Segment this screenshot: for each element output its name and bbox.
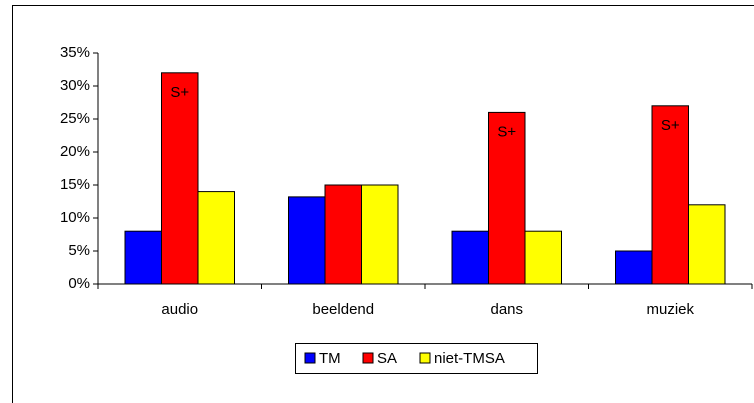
y-tick-label: 25%	[60, 110, 90, 127]
y-tick-label: 35%	[60, 44, 90, 61]
legend-swatch	[304, 352, 316, 364]
legend-label: SA	[377, 350, 397, 367]
legend-label: niet-TMSA	[434, 350, 505, 367]
legend-swatch	[362, 352, 374, 364]
bar	[124, 230, 162, 285]
y-tick-label: 0%	[68, 275, 90, 292]
bar	[488, 111, 526, 285]
y-tick-label: 10%	[60, 209, 90, 226]
x-tick-label: audio	[161, 301, 198, 318]
y-tick-label: 30%	[60, 77, 90, 94]
bar	[161, 72, 199, 285]
legend-swatch	[419, 352, 431, 364]
x-tick-label: muziek	[646, 301, 694, 318]
bar	[197, 191, 235, 285]
annotation: S+	[661, 117, 680, 134]
annotation: S+	[497, 123, 516, 140]
x-tick-label: beeldend	[312, 301, 374, 318]
y-tick-label: 15%	[60, 176, 90, 193]
legend-label: TM	[319, 350, 341, 367]
bar	[524, 230, 562, 285]
bar	[361, 184, 399, 285]
bar	[615, 250, 653, 285]
x-tick-label: dans	[490, 301, 523, 318]
bar	[688, 204, 726, 285]
bar	[451, 230, 489, 285]
bar	[651, 105, 689, 285]
bar	[324, 184, 362, 285]
legend-box	[295, 343, 538, 374]
bar	[288, 196, 326, 285]
y-tick-label: 5%	[68, 242, 90, 259]
y-tick-label: 20%	[60, 143, 90, 160]
annotation: S+	[170, 84, 189, 101]
